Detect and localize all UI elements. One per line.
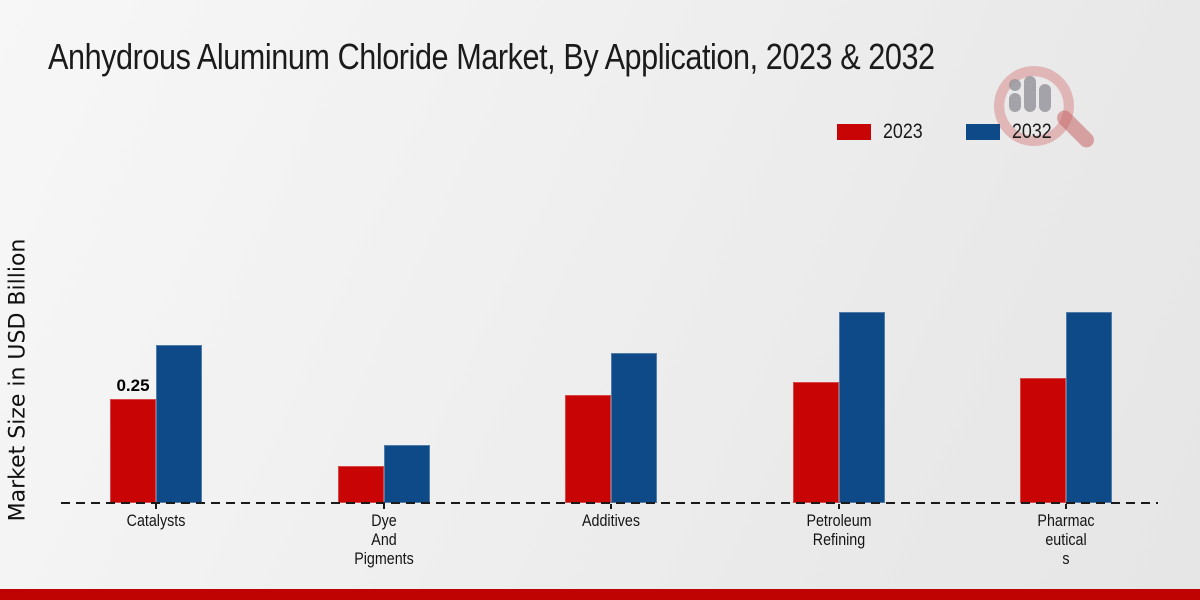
axis-tick bbox=[837, 504, 840, 509]
category-label-additives: Additives bbox=[582, 511, 640, 530]
category-label-catalysts: Catalysts bbox=[126, 511, 186, 530]
legend: 2023 2032 bbox=[837, 120, 1058, 144]
legend-swatch bbox=[837, 124, 871, 140]
bar-value-label: 0.25 bbox=[116, 376, 150, 395]
magnifier-bar-chart-logo-icon bbox=[988, 60, 1098, 155]
category-label-petroleum-refining: Petroleum Refining bbox=[805, 511, 872, 549]
logo-bar bbox=[1039, 84, 1051, 112]
axis-tick bbox=[610, 504, 612, 509]
bar-2032-petroleum-refining bbox=[838, 312, 885, 503]
x-axis-baseline bbox=[61, 502, 1158, 504]
category-label-dye-and-pigments: Dye And Pigments bbox=[353, 511, 414, 568]
bar-2023-additives bbox=[565, 395, 611, 503]
bar-2023-pharmaceuticals bbox=[1020, 378, 1066, 503]
bar-2032-catalysts bbox=[156, 345, 202, 503]
legend-swatch bbox=[965, 124, 1000, 140]
legend-item-2023: 2023 bbox=[837, 120, 930, 144]
axis-tick bbox=[155, 504, 157, 509]
logo-bar bbox=[1024, 76, 1036, 112]
axis-tick bbox=[382, 504, 385, 509]
legend-label: 2032 bbox=[1011, 120, 1052, 143]
footer-strip bbox=[0, 589, 1200, 600]
bar-2023-dye-and-pigments bbox=[337, 466, 384, 503]
legend-label: 2023 bbox=[883, 120, 923, 143]
bar-2032-dye-and-pigments bbox=[383, 445, 430, 503]
bar-2032-additives bbox=[611, 353, 657, 503]
axis-tick bbox=[1065, 504, 1067, 509]
chart-title: Anhydrous Aluminum Chloride Market, By A… bbox=[48, 36, 935, 77]
logo-dot bbox=[1009, 79, 1021, 91]
bar-2023-catalysts bbox=[110, 399, 156, 503]
category-label-pharmaceuticals: Pharmac eutical s bbox=[1037, 511, 1095, 568]
y-axis-label: Market Size in USD Billion bbox=[5, 238, 31, 522]
bar-2023-petroleum-refining bbox=[792, 382, 839, 503]
bar-2032-pharmaceuticals bbox=[1066, 312, 1112, 503]
logo-bar bbox=[1009, 93, 1021, 112]
legend-item-2032: 2032 bbox=[965, 120, 1059, 144]
